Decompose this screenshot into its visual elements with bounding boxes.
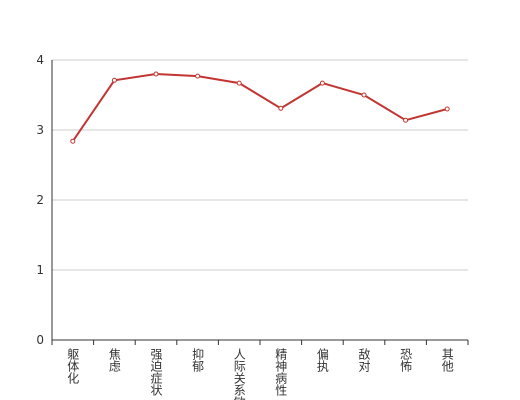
- point: [444, 106, 450, 112]
- point: [70, 138, 76, 144]
- y-tick-label: 3: [36, 123, 44, 137]
- x-tick-label: 强迫症状: [149, 348, 163, 396]
- x-tick-label: 精神病性: [274, 348, 288, 397]
- y-tick-label: 1: [36, 263, 44, 277]
- x-tick-label: 抑郁: [191, 347, 205, 373]
- point: [361, 92, 367, 98]
- x-tick-label: 躯体化: [66, 347, 80, 385]
- point: [236, 80, 242, 86]
- point: [319, 80, 325, 86]
- point: [403, 117, 409, 123]
- x-tick-label: 敌对: [357, 347, 371, 372]
- point: [278, 105, 284, 111]
- x-tick-label: 偏执: [315, 347, 329, 373]
- point: [195, 73, 201, 79]
- x-tick-label: 其他: [440, 348, 454, 372]
- y-tick-label: 2: [36, 193, 44, 207]
- x-tick-label: 人际关系敏感: [232, 348, 246, 400]
- y-tick-label: 0: [36, 333, 44, 347]
- x-tick-label: 恐怖: [399, 348, 413, 372]
- line: [71, 72, 448, 142]
- x-tick-label: 焦虑: [107, 348, 121, 372]
- point: [153, 71, 159, 77]
- y-tick-label: 4: [36, 53, 44, 67]
- point: [111, 77, 117, 83]
